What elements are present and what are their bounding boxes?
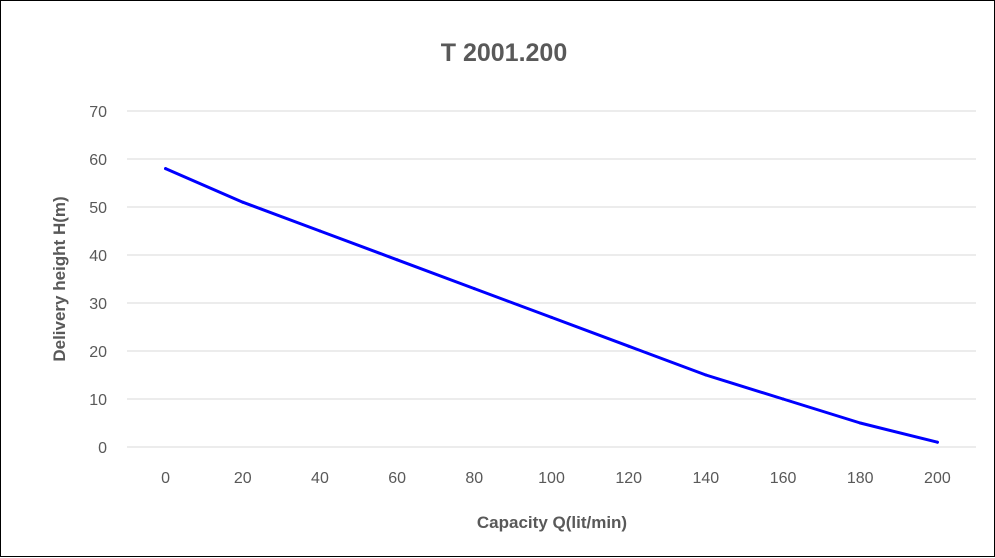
data-point <box>550 315 553 319</box>
y-tick-label: 0 <box>98 440 107 457</box>
x-tick-label: 160 <box>770 470 797 487</box>
x-tick-label: 60 <box>388 470 406 487</box>
x-tick-label: 180 <box>847 470 874 487</box>
y-tick-label: 10 <box>89 392 107 409</box>
x-tick-label: 20 <box>234 470 252 487</box>
data-point <box>935 440 939 444</box>
data-point <box>781 397 785 401</box>
data-point <box>858 421 862 425</box>
y-tick-label: 40 <box>89 248 107 265</box>
y-tick-label: 50 <box>89 200 107 217</box>
x-tick-label: 80 <box>465 470 483 487</box>
data-point <box>704 373 708 377</box>
x-tick-label: 200 <box>924 470 951 487</box>
series-line <box>164 167 939 444</box>
series-layer <box>164 167 939 444</box>
data-point <box>241 200 245 204</box>
data-point <box>472 287 476 291</box>
y-tick-label: 30 <box>89 296 107 313</box>
y-tick-label: 70 <box>89 104 107 121</box>
data-point <box>318 229 322 233</box>
y-axis-label: Delivery height H(m) <box>50 196 69 361</box>
x-tick-label: 0 <box>161 470 170 487</box>
x-axis-label: Capacity Q(lit/min) <box>477 513 627 532</box>
data-point <box>164 167 168 171</box>
y-axis-ticks: 0 10 20 30 40 50 60 70 <box>89 104 107 457</box>
x-tick-label: 100 <box>538 470 565 487</box>
data-point <box>627 344 631 348</box>
data-point <box>395 258 399 262</box>
y-tick-label: 60 <box>89 152 107 169</box>
chart-title: T 2001.200 <box>441 39 568 67</box>
x-axis-ticks: 0 20 40 60 80 100 120 140 160 180 200 <box>161 470 951 487</box>
gridlines <box>127 110 976 448</box>
x-tick-label: 40 <box>311 470 329 487</box>
x-tick-label: 140 <box>693 470 720 487</box>
y-tick-label: 20 <box>89 344 107 361</box>
x-tick-label: 120 <box>615 470 642 487</box>
